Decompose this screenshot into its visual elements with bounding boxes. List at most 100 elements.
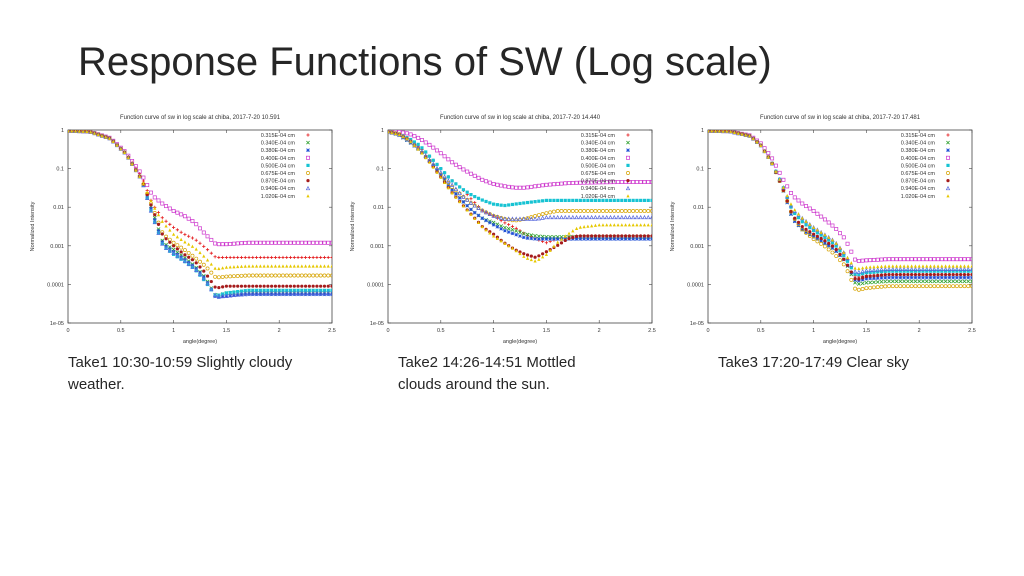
data-point [548,237,553,241]
y-tick-label: 1 [381,128,384,134]
x-axis-label: angle(degree) [183,339,217,345]
data-point [213,274,218,279]
data-point [646,180,651,184]
data-point [450,160,455,165]
data-point [966,264,970,268]
data-point [446,180,451,185]
legend-label: 0.400E-04 cm [901,156,936,162]
data-point [593,237,598,241]
data-point [281,284,285,288]
caption-take2-line1: Take2 14:26-14:51 Mottled [398,354,576,371]
data-point [879,264,884,268]
data-point [604,208,609,213]
data-point [318,240,323,245]
y-tick-label: 0.001 [690,244,704,250]
data-point [944,272,948,277]
data-point [304,284,308,288]
data-point [221,266,225,270]
data-point [631,223,635,227]
data-point [209,270,214,275]
data-point [212,292,218,297]
data-point [909,284,914,289]
data-point [944,264,948,268]
legend-label: 0.340E-04 cm [261,141,296,147]
data-point [708,130,710,133]
data-point [292,273,297,278]
data-point [235,291,240,297]
data-point [205,266,210,271]
data-point [755,140,759,144]
data-point [954,284,959,289]
data-point [966,269,970,273]
data-point [281,264,285,268]
chart-panel-take3: Function curve of sw in log scale at chi… [660,100,990,350]
data-point [894,269,899,273]
data-point [913,275,918,280]
x-tick-label: 2 [918,328,921,334]
data-point [446,157,451,162]
data-point [473,195,477,199]
data-point [495,203,499,207]
data-point [936,269,940,273]
data-point [747,134,752,138]
data-point [811,208,816,213]
data-point [270,288,274,292]
legend-marker [306,155,310,160]
data-point [326,273,331,278]
data-point [307,240,312,245]
data-point [258,255,262,260]
data-point [152,219,157,225]
data-point [442,176,447,181]
data-point [495,214,500,219]
data-point [721,130,725,133]
data-point [68,130,70,133]
data-point [823,241,827,246]
data-point [785,193,789,198]
data-point [243,284,247,288]
data-point [906,269,910,273]
data-point [593,214,598,220]
data-point [902,269,906,273]
data-point [563,214,568,220]
data-point [605,234,609,238]
legend-marker [626,194,630,198]
legend-marker [625,185,631,191]
data-point [861,272,865,276]
data-point [284,290,289,295]
data-point [638,214,643,220]
data-point [943,279,948,284]
caption-take1-line2: weather. [68,376,125,393]
data-point [510,202,515,207]
data-point [800,216,804,220]
data-point [247,288,251,292]
data-point [883,269,887,273]
legend-marker [306,194,310,198]
data-point [145,183,150,188]
data-point [510,216,515,221]
data-point [405,137,409,141]
data-point [315,284,319,288]
data-point [970,269,972,273]
data-point [883,279,888,284]
data-point [198,259,202,264]
data-point [781,185,786,189]
data-point [439,175,443,179]
data-point [959,272,963,277]
data-point [401,135,405,139]
y-tick-label: 0.1 [56,167,64,173]
data-point [853,266,857,270]
data-point [300,284,304,288]
data-point [639,234,643,238]
data-point [517,216,523,221]
data-point [932,257,937,262]
data-point [469,212,473,216]
data-point [585,214,591,220]
data-point [529,257,533,262]
data-point [457,165,462,170]
data-point [939,275,944,280]
data-point [296,264,300,268]
data-point [559,181,564,186]
data-point [830,238,835,242]
data-point [842,257,846,261]
data-point [492,202,496,206]
